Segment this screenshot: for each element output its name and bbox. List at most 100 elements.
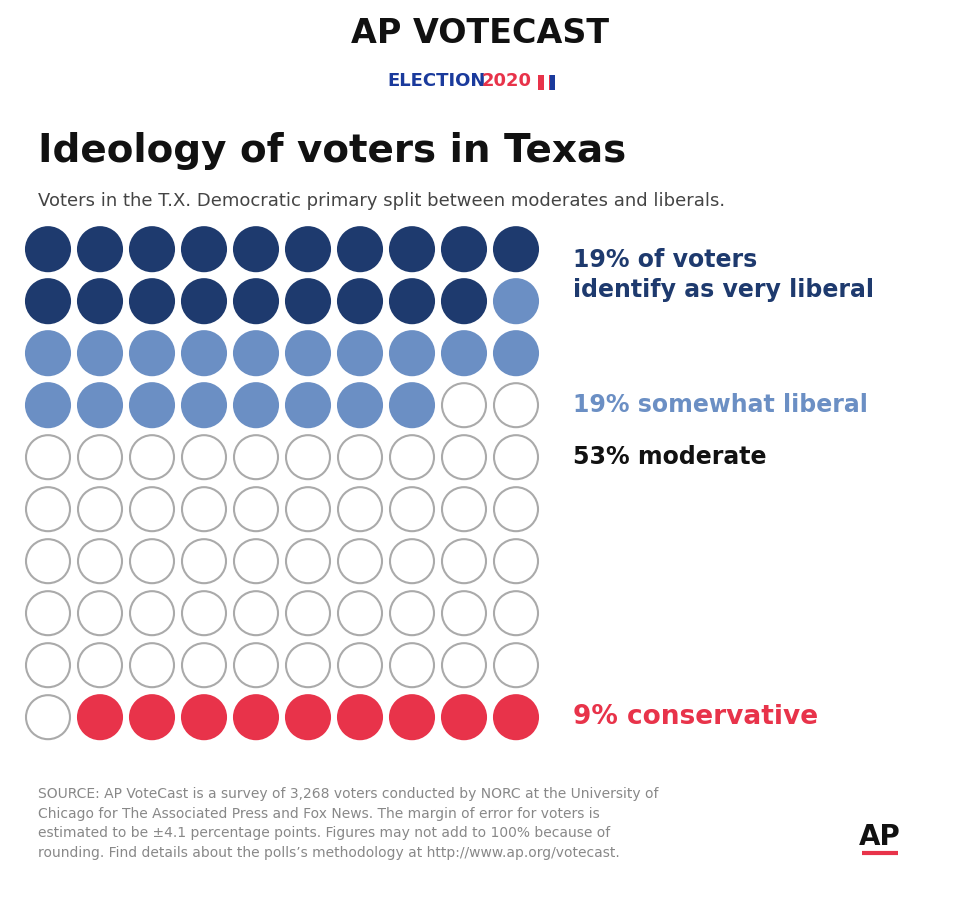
Circle shape [78,227,122,271]
Circle shape [182,227,226,271]
Circle shape [442,279,486,323]
Circle shape [338,643,382,687]
Circle shape [494,279,538,323]
Text: 19% of voters
identify as very liberal: 19% of voters identify as very liberal [573,248,874,302]
Circle shape [442,332,486,375]
Text: 9% conservative: 9% conservative [573,704,818,730]
Circle shape [26,332,70,375]
Circle shape [338,227,382,271]
Circle shape [130,539,174,583]
Circle shape [286,539,330,583]
Circle shape [286,643,330,687]
Circle shape [442,487,486,531]
Circle shape [78,487,122,531]
Circle shape [234,695,278,739]
Text: 2020: 2020 [482,72,532,91]
Circle shape [286,227,330,271]
Circle shape [286,592,330,635]
Circle shape [182,279,226,323]
Circle shape [26,279,70,323]
Circle shape [338,695,382,739]
Circle shape [130,227,174,271]
Circle shape [130,383,174,428]
Circle shape [130,487,174,531]
Circle shape [182,643,226,687]
Circle shape [78,695,122,739]
Circle shape [182,383,226,428]
Circle shape [26,643,70,687]
Circle shape [390,279,434,323]
Text: ELECTION: ELECTION [388,72,486,91]
Circle shape [234,643,278,687]
Circle shape [494,487,538,531]
Circle shape [234,487,278,531]
Circle shape [234,383,278,428]
Circle shape [442,539,486,583]
Circle shape [182,435,226,479]
Circle shape [442,227,486,271]
Circle shape [26,592,70,635]
Circle shape [338,592,382,635]
Circle shape [78,539,122,583]
Text: AP: AP [859,824,900,852]
Circle shape [494,695,538,739]
Circle shape [234,435,278,479]
Circle shape [234,592,278,635]
Circle shape [182,592,226,635]
Circle shape [338,383,382,428]
Circle shape [442,383,486,428]
Circle shape [390,592,434,635]
Text: AP VOTECAST: AP VOTECAST [351,17,609,50]
Circle shape [26,487,70,531]
Circle shape [494,332,538,375]
Circle shape [286,487,330,531]
Circle shape [78,332,122,375]
Circle shape [26,435,70,479]
Circle shape [494,592,538,635]
Circle shape [234,279,278,323]
Circle shape [390,539,434,583]
Circle shape [390,695,434,739]
Circle shape [442,643,486,687]
Circle shape [494,383,538,428]
Circle shape [390,435,434,479]
Circle shape [78,279,122,323]
Circle shape [78,383,122,428]
Circle shape [286,435,330,479]
Circle shape [442,695,486,739]
Text: Voters in the T.X. Democratic primary split between moderates and liberals.: Voters in the T.X. Democratic primary sp… [38,192,725,210]
Circle shape [390,383,434,428]
Circle shape [26,383,70,428]
Circle shape [442,592,486,635]
Circle shape [130,332,174,375]
Circle shape [286,695,330,739]
Circle shape [182,487,226,531]
Bar [550,75,555,90]
Circle shape [130,643,174,687]
Circle shape [494,435,538,479]
Circle shape [494,539,538,583]
Circle shape [26,695,70,739]
Circle shape [78,592,122,635]
Circle shape [286,332,330,375]
Circle shape [390,487,434,531]
Circle shape [338,487,382,531]
Circle shape [286,383,330,428]
Circle shape [182,695,226,739]
Circle shape [234,227,278,271]
Circle shape [182,539,226,583]
Circle shape [286,279,330,323]
Text: SOURCE: AP VoteCast is a survey of 3,268 voters conducted by NORC at the Univers: SOURCE: AP VoteCast is a survey of 3,268… [38,787,659,860]
Circle shape [130,279,174,323]
Circle shape [234,539,278,583]
Circle shape [390,643,434,687]
Circle shape [494,227,538,271]
Circle shape [78,643,122,687]
Bar [538,75,555,90]
Circle shape [338,539,382,583]
Bar [543,75,549,90]
Circle shape [130,592,174,635]
Circle shape [26,227,70,271]
Circle shape [130,435,174,479]
Text: 53% moderate: 53% moderate [573,445,766,469]
